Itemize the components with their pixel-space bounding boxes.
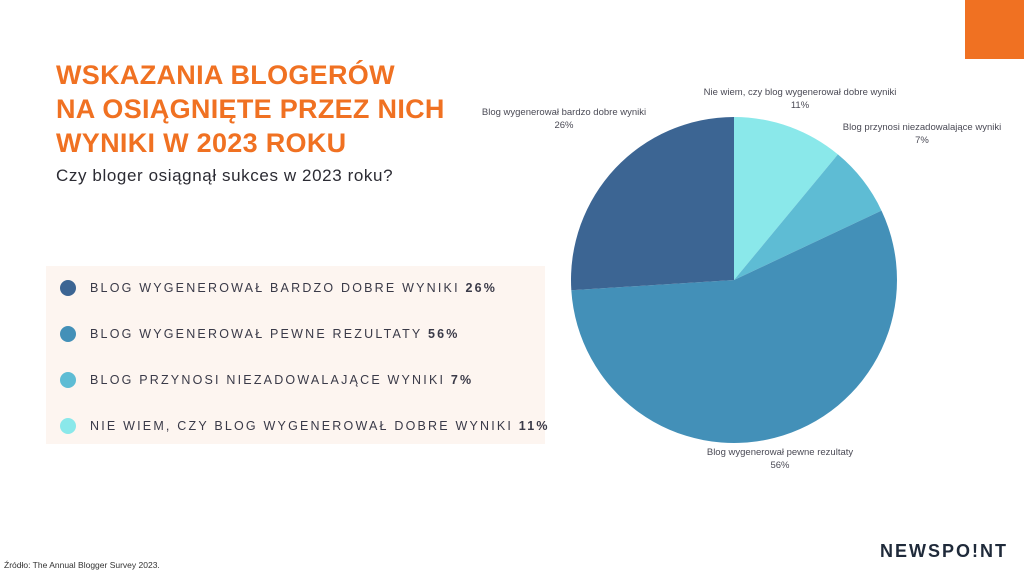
corner-accent bbox=[965, 0, 1024, 59]
pie-slice bbox=[734, 154, 882, 280]
pie-slice bbox=[571, 117, 734, 291]
legend-label: BLOG PRZYNOSI NIEZADOWALAJĄCE WYNIKI bbox=[90, 373, 446, 387]
legend-label: BLOG WYGENEROWAŁ PEWNE REZULTATY bbox=[90, 327, 423, 341]
legend-swatch bbox=[60, 326, 76, 342]
legend-label: NIE WIEM, CZY BLOG WYGENEROWAŁ DOBRE WYN… bbox=[90, 419, 514, 433]
legend-swatch bbox=[60, 372, 76, 388]
source-note: Źródło: The Annual Blogger Survey 2023. bbox=[4, 560, 160, 570]
title-line-1: WSKAZANIA BLOGERÓW bbox=[56, 60, 395, 90]
slice-value-label: 26% bbox=[554, 120, 574, 131]
slice-label: Blog przynosi niezadowalające wyniki bbox=[843, 122, 1001, 133]
slice-label: Blog wygenerował bardzo dobre wyniki bbox=[482, 107, 646, 118]
pie-slice bbox=[734, 117, 838, 280]
legend-value: 11% bbox=[518, 419, 550, 433]
legend-swatch bbox=[60, 418, 76, 434]
slice-label: Nie wiem, czy blog wygenerował dobre wyn… bbox=[704, 87, 897, 98]
newspoint-logo: NEWSPO!NT bbox=[880, 541, 1008, 561]
legend-item: BLOG WYGENEROWAŁ PEWNE REZULTATY 56% bbox=[60, 324, 460, 344]
legend-swatch bbox=[60, 280, 76, 296]
page-title: WSKAZANIA BLOGERÓW NA OSIĄGNIĘTE PRZEZ N… bbox=[56, 58, 476, 160]
slice-value-label: 11% bbox=[791, 100, 810, 111]
legend-item: NIE WIEM, CZY BLOG WYGENEROWAŁ DOBRE WYN… bbox=[60, 416, 550, 436]
legend-value: 7% bbox=[450, 373, 474, 387]
legend-item: BLOG PRZYNOSI NIEZADOWALAJĄCE WYNIKI 7% bbox=[60, 370, 473, 390]
slice-value-label: 7% bbox=[915, 135, 929, 146]
legend: BLOG WYGENEROWAŁ BARDZO DOBRE WYNIKI 26%… bbox=[46, 266, 548, 444]
slice-value-label: 56% bbox=[770, 460, 790, 471]
pie-slice bbox=[571, 210, 897, 443]
legend-item: BLOG WYGENEROWAŁ BARDZO DOBRE WYNIKI 26% bbox=[60, 278, 497, 298]
title-line-2: NA OSIĄGNIĘTE PRZEZ NICH bbox=[56, 94, 445, 124]
title-line-3: WYNIKI W 2023 ROKU bbox=[56, 128, 347, 158]
legend-value: 26% bbox=[465, 281, 498, 295]
legend-label: BLOG WYGENEROWAŁ BARDZO DOBRE WYNIKI bbox=[90, 281, 460, 295]
page-subtitle: Czy bloger osiągnął sukces w 2023 roku? bbox=[56, 166, 394, 185]
legend-value: 56% bbox=[427, 327, 460, 341]
slice-label: Blog wygenerował pewne rezultaty bbox=[707, 447, 854, 458]
